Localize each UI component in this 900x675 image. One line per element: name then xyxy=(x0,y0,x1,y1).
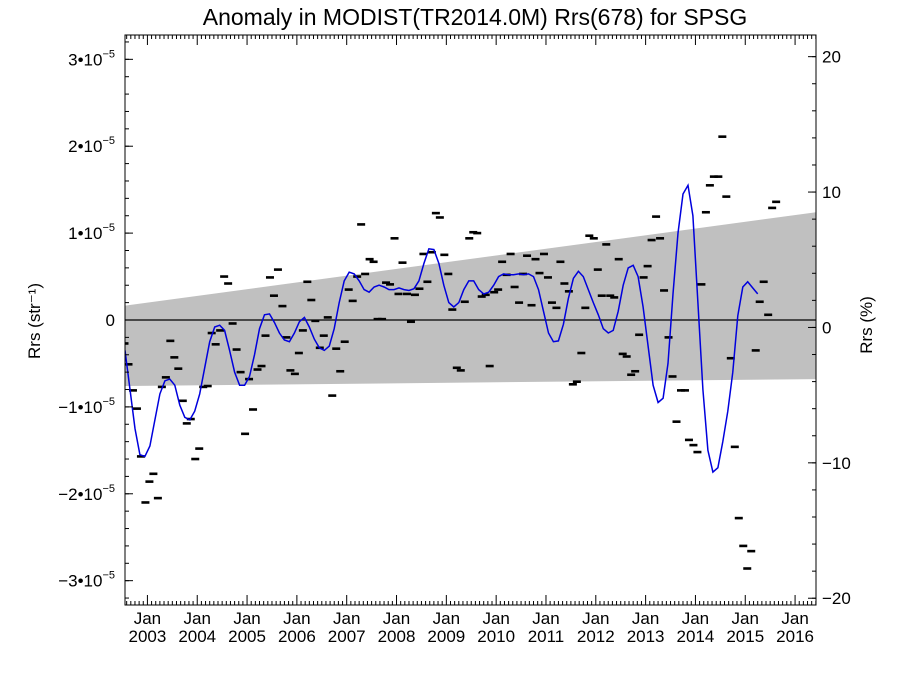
y-tick-label: 0 xyxy=(106,311,115,330)
x-tick-month-label: Jan xyxy=(333,609,360,628)
x-tick-year-label: 2009 xyxy=(427,627,465,646)
x-tick-year-label: 2014 xyxy=(677,627,715,646)
x-tick-month-label: Jan xyxy=(632,609,659,628)
trend-band xyxy=(125,212,816,387)
y-tick-label: 1•10−5 xyxy=(68,222,115,243)
x-tick-month-label: Jan xyxy=(732,609,759,628)
x-tick-year-label: 2016 xyxy=(776,627,814,646)
y-tick-label: −3•10−5 xyxy=(58,570,115,591)
smoothed-series-line xyxy=(125,183,759,474)
x-tick-month-label: Jan xyxy=(134,609,161,628)
x-tick-month-label: Jan xyxy=(433,609,460,628)
y-tick-label: 2•10−5 xyxy=(68,135,115,156)
x-tick-year-label: 2013 xyxy=(627,627,665,646)
y2-tick-label: −20 xyxy=(822,589,851,608)
y2-axis-label: Rrs (%) xyxy=(857,296,876,354)
x-tick-month-label: Jan xyxy=(532,609,559,628)
x-tick-year-label: 2008 xyxy=(378,627,416,646)
x-tick-year-label: 2012 xyxy=(577,627,615,646)
x-tick-year-label: 2007 xyxy=(328,627,366,646)
x-tick-month-label: Jan xyxy=(781,609,808,628)
x-tick-year-label: 2004 xyxy=(178,627,216,646)
x-tick-month-label: Jan xyxy=(184,609,211,628)
x-tick-month-label: Jan xyxy=(383,609,410,628)
x-tick-year-label: 2015 xyxy=(726,627,764,646)
y2-tick-label: 10 xyxy=(822,183,841,202)
x-tick-month-label: Jan xyxy=(582,609,609,628)
y-axis-label: Rrs (str⁻¹) xyxy=(25,283,44,359)
x-tick-year-label: 2005 xyxy=(228,627,266,646)
x-tick-year-label: 2010 xyxy=(477,627,515,646)
y-tick-label: −2•10−5 xyxy=(58,483,115,504)
plot-area xyxy=(125,135,816,570)
x-tick-year-label: 2011 xyxy=(528,627,565,646)
x-tick-month-label: Jan xyxy=(233,609,260,628)
y2-tick-label: 0 xyxy=(822,318,831,337)
chart-title: Anomaly in MODIST(TR2014.0M) Rrs(678) fo… xyxy=(203,4,747,30)
x-tick-month-label: Jan xyxy=(482,609,509,628)
x-tick-month-label: Jan xyxy=(283,609,310,628)
y2-tick-label: 20 xyxy=(822,48,841,67)
y-tick-label: 3•10−5 xyxy=(68,48,115,69)
x-tick-year-label: 2003 xyxy=(129,627,167,646)
y-tick-label: −1•10−5 xyxy=(58,396,115,417)
axes: 3•10−5 2•10−5 1•10−5 0 −1•10−5 −2•10−5 −3•10−5… xyxy=(58,34,851,646)
x-tick-year-label: 2006 xyxy=(278,627,316,646)
x-tick-month-label: Jan xyxy=(682,609,709,628)
y2-tick-label: −10 xyxy=(822,454,851,473)
